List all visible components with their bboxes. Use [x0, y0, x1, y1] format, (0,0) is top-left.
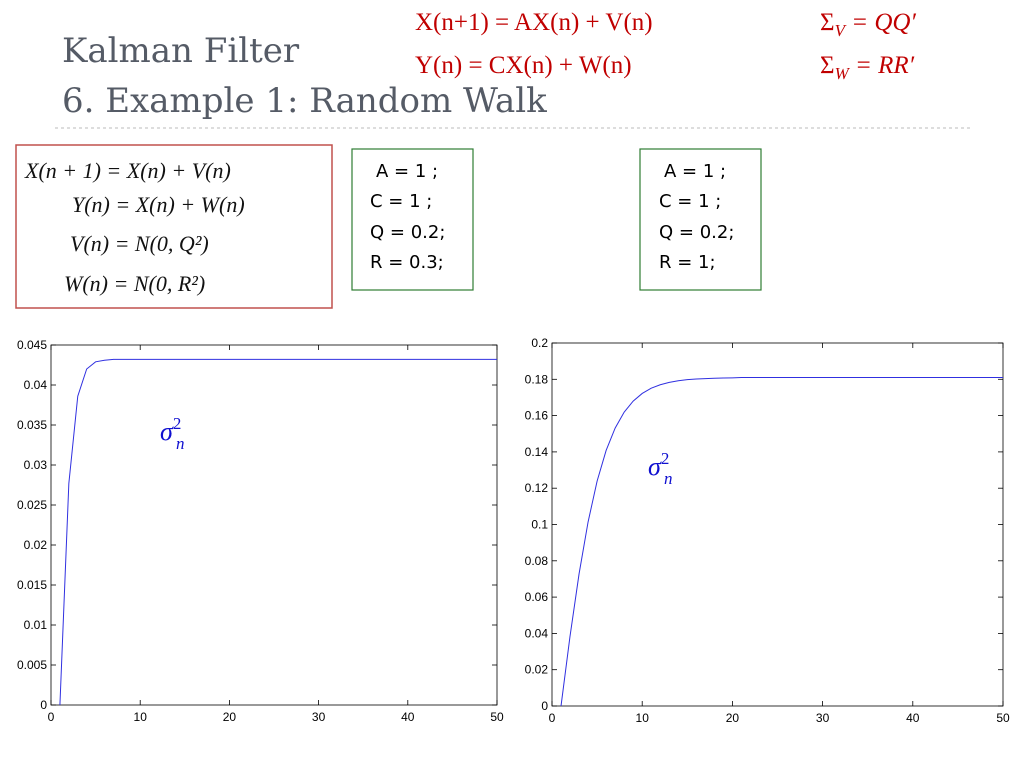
ann-base: σ — [648, 452, 662, 481]
slide-title: Kalman Filter — [62, 31, 300, 71]
param: Q = 0.2; — [659, 222, 734, 243]
equation: V(n) = N(0, Q²) — [70, 231, 209, 256]
y-tick-label: 0.015 — [17, 578, 47, 592]
x-tick-label: 50 — [996, 711, 1010, 725]
line — [59, 358, 497, 706]
param: Q = 0.2; — [370, 222, 445, 243]
equation-box — [15, 144, 333, 309]
annotation: σ2 n — [160, 414, 185, 453]
x-tick-label: 20 — [223, 710, 237, 724]
y-tick-label: 0.02 — [525, 663, 549, 677]
y-tick-label: 0.08 — [525, 554, 549, 568]
param: R = 1; — [659, 252, 716, 273]
y-tick-label: 0.12 — [525, 481, 549, 495]
sub: V — [835, 21, 848, 40]
y-tick-label: 0.02 — [24, 538, 48, 552]
line — [560, 376, 1003, 707]
y-tick-label: 0.14 — [525, 445, 549, 459]
model-eq: X(n+1) = AX(n) + V(n) — [415, 9, 653, 36]
param: C = 1 ; — [659, 191, 721, 212]
y-tick-label: 0.03 — [24, 458, 48, 472]
annotation: σ2 n — [648, 449, 673, 488]
rhs: = RR′ — [849, 52, 915, 79]
ann-sup: 2 — [173, 414, 182, 433]
param: A = 1 ; — [664, 161, 726, 182]
y-tick-label: 0.035 — [17, 418, 47, 432]
y-tick-label: 0.005 — [17, 658, 47, 672]
model-eq: Y(n) = CX(n) + W(n) — [415, 52, 632, 79]
y-tick-label: 0 — [40, 698, 47, 712]
sym: Σ — [820, 52, 835, 79]
equation: Y(n) = X(n) + W(n) — [72, 192, 245, 217]
x-tick-label: 10 — [636, 711, 650, 725]
x-tick-label: 50 — [490, 710, 504, 724]
x-tick-label: 10 — [134, 710, 148, 724]
x-tick-label: 40 — [401, 710, 415, 724]
param-box — [351, 148, 474, 291]
y-tick-label: 0.04 — [525, 626, 549, 640]
param-box — [639, 148, 762, 291]
cov-eq: ΣV = QQ′ — [820, 9, 916, 40]
y-tick-label: 0.06 — [525, 590, 549, 604]
y-tick-label: 0.16 — [525, 409, 549, 423]
plot-frame — [551, 342, 1004, 707]
rhs: = QQ′ — [845, 9, 916, 36]
slide-subtitle: 6. Example 1: Random Walk — [62, 81, 547, 121]
ann-sub: n — [176, 434, 185, 453]
plot-frame — [50, 344, 498, 706]
y-tick-label: 0.04 — [24, 378, 48, 392]
y-tick-label: 0.2 — [531, 336, 548, 350]
ann-sup: 2 — [661, 449, 670, 468]
param: C = 1 ; — [370, 191, 432, 212]
x-tick-label: 0 — [48, 710, 55, 724]
equation: X(n + 1) = X(n) + V(n) — [24, 158, 231, 183]
ann-sub: n — [664, 469, 673, 488]
x-tick-label: 30 — [312, 710, 326, 724]
param: R = 0.3; — [370, 252, 444, 273]
y-tick-label: 0.01 — [24, 618, 48, 632]
y-tick-label: 0.18 — [525, 372, 549, 386]
y-tick-label: 0.025 — [17, 498, 47, 512]
sym: Σ — [820, 9, 835, 36]
sub: W — [835, 64, 851, 83]
equation: W(n) = N(0, R²) — [64, 271, 205, 296]
cov-eq: ΣW = RR′ — [820, 52, 915, 83]
y-tick-label: 0.1 — [531, 518, 548, 532]
x-tick-label: 40 — [906, 711, 920, 725]
ann-base: σ — [160, 417, 174, 446]
y-tick-label: 0.045 — [17, 338, 47, 352]
param: A = 1 ; — [376, 161, 438, 182]
x-tick-label: 20 — [726, 711, 740, 725]
x-tick-label: 30 — [816, 711, 830, 725]
x-tick-label: 0 — [549, 711, 556, 725]
y-tick-label: 0 — [541, 699, 548, 713]
